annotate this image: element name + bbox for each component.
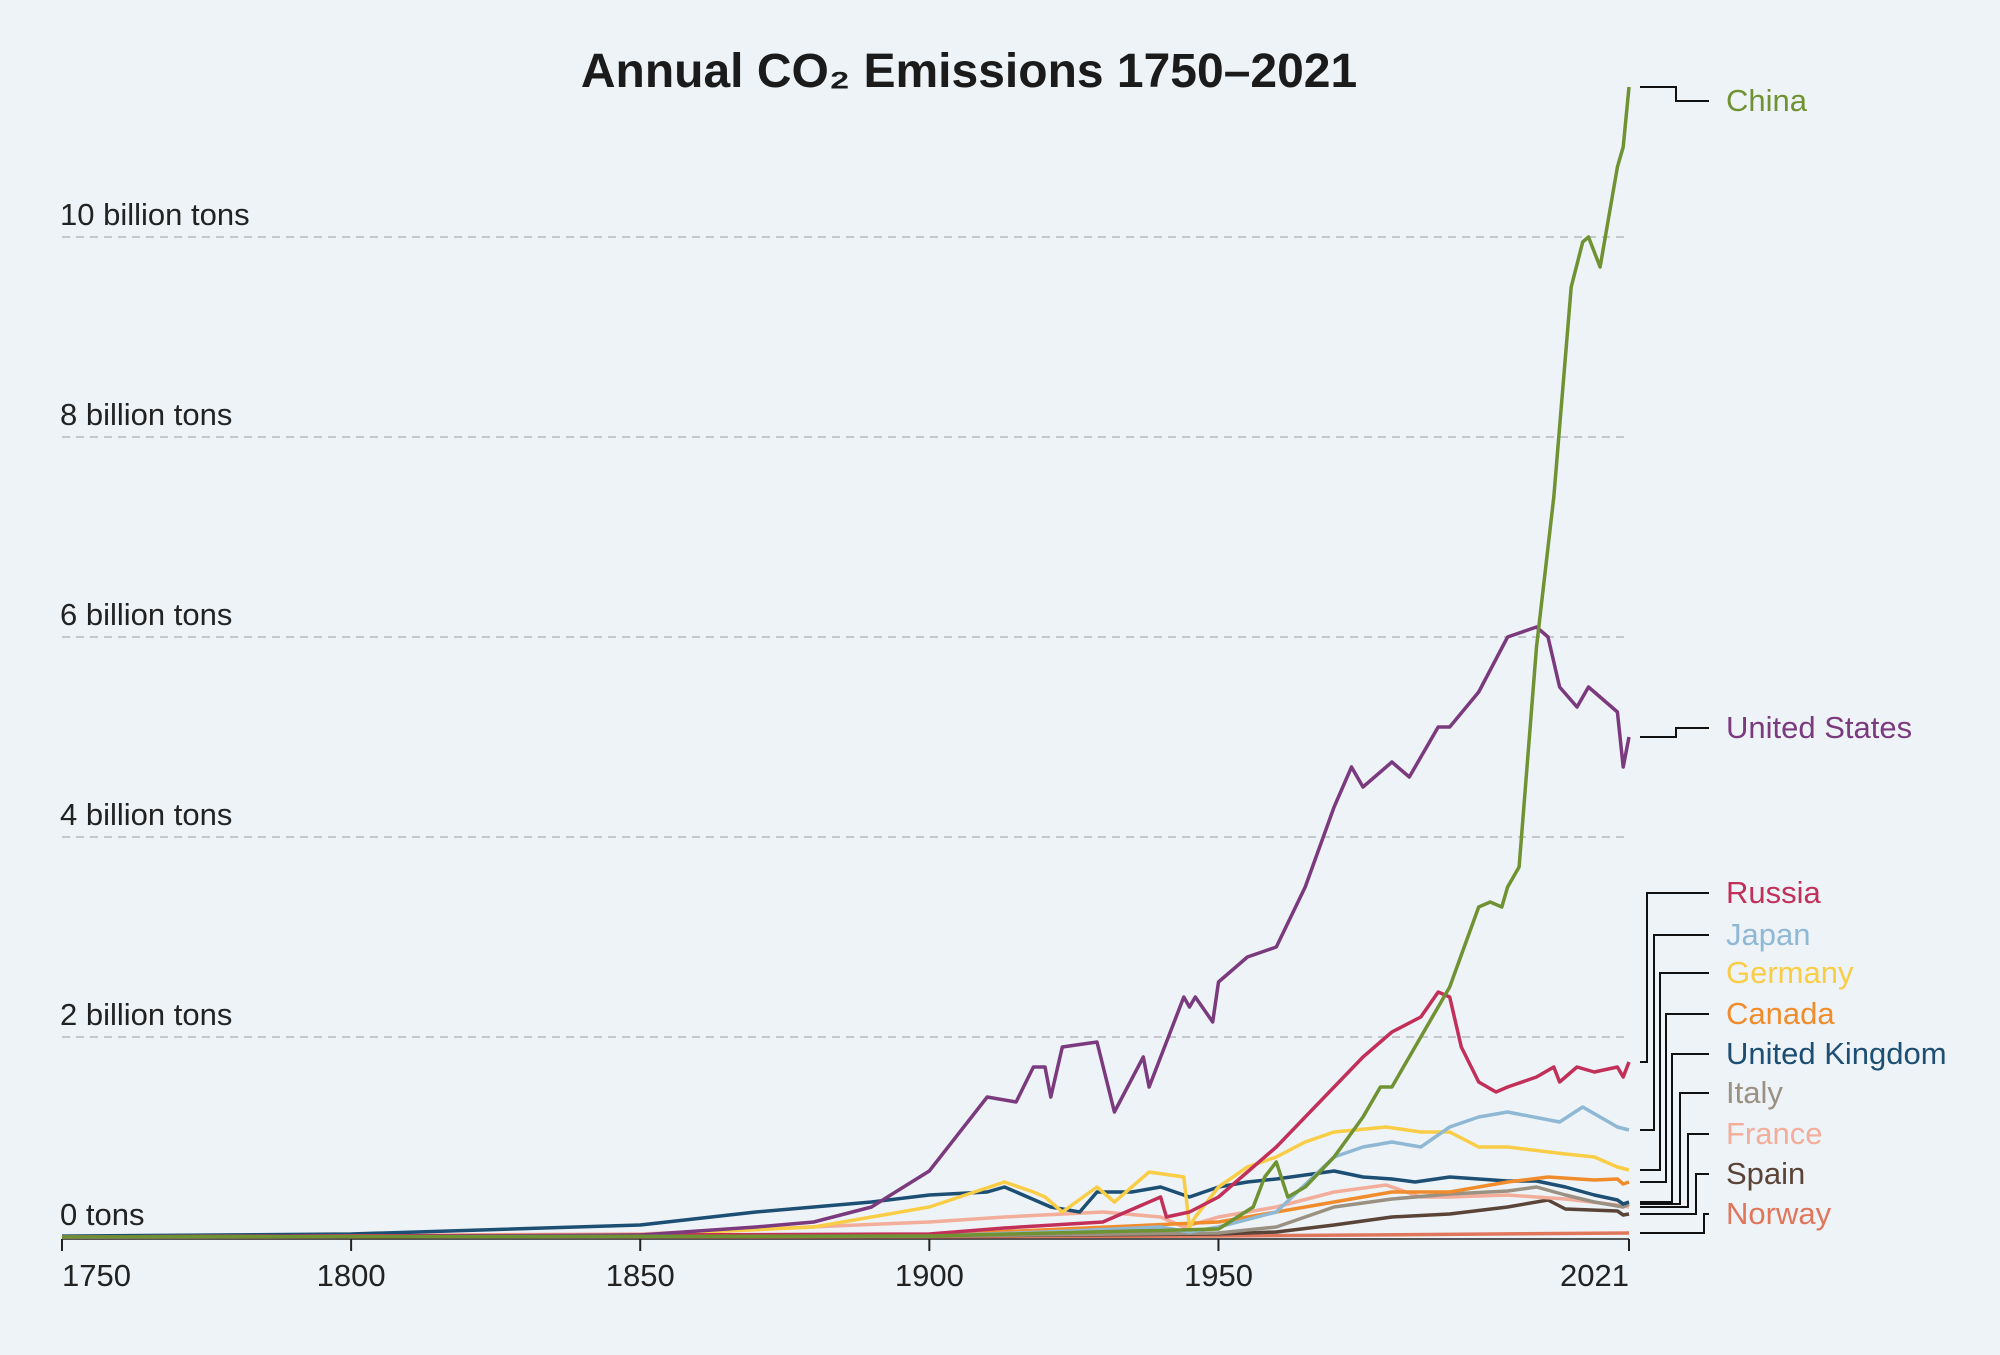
label-connector <box>1640 892 1709 1063</box>
series-line-canada <box>61 1175 1630 1239</box>
label-connector <box>1640 86 1709 102</box>
label-connector <box>1640 1092 1709 1205</box>
series-label: Canada <box>1726 996 1835 1031</box>
label-connector <box>1640 1013 1709 1183</box>
series-label: United Kingdom <box>1726 1036 1947 1071</box>
x-tick-label: 1950 <box>1184 1258 1253 1293</box>
y-tick-label: 10 billion tons <box>60 197 250 232</box>
y-tick-label: 0 tons <box>60 1197 144 1232</box>
series-lines <box>61 86 1631 1239</box>
y-tick-label: 2 billion tons <box>60 997 232 1032</box>
series-label: Spain <box>1726 1156 1805 1191</box>
label-connector <box>1640 1053 1709 1203</box>
series-label: China <box>1726 83 1808 118</box>
x-tick-label: 2021 <box>1560 1258 1629 1293</box>
chart-title: Annual CO₂ Emissions 1750–2021 <box>581 45 1357 98</box>
series-line-united-states <box>61 625 1631 1239</box>
label-connector <box>1640 727 1709 738</box>
x-axis: 1750 1800 1850 1900 1950 2021 <box>61 1238 1630 1293</box>
series-line-italy <box>61 1185 1630 1239</box>
x-tick-label: 1750 <box>62 1258 131 1293</box>
series-label: Japan <box>1726 917 1810 952</box>
series-label: United States <box>1726 710 1912 745</box>
label-connector <box>1640 972 1709 1171</box>
gridlines <box>62 236 1629 1038</box>
series-label: Russia <box>1726 875 1822 910</box>
y-tick-label: 8 billion tons <box>60 397 232 432</box>
y-tick-label: 6 billion tons <box>60 597 232 632</box>
y-tick-label: 4 billion tons <box>60 797 232 832</box>
y-axis-labels: 0 tons 2 billion tons 4 billion tons 6 bill… <box>60 197 250 1232</box>
label-connector <box>1640 934 1709 1131</box>
series-label: France <box>1726 1116 1822 1151</box>
series-line-japan <box>61 1105 1630 1239</box>
series-line-russia <box>61 990 1631 1239</box>
x-tick-label: 1800 <box>317 1258 386 1293</box>
series-label: Italy <box>1726 1075 1783 1110</box>
series-line-china <box>61 86 1631 1239</box>
label-connector <box>1640 1213 1709 1234</box>
x-tick-label: 1850 <box>606 1258 675 1293</box>
series-label: Norway <box>1726 1196 1832 1231</box>
series-label: Germany <box>1726 955 1854 990</box>
label-connector <box>1640 1133 1709 1208</box>
series-line-france <box>61 1183 1630 1239</box>
x-tick-label: 1900 <box>895 1258 964 1293</box>
label-connector <box>1640 1173 1709 1215</box>
